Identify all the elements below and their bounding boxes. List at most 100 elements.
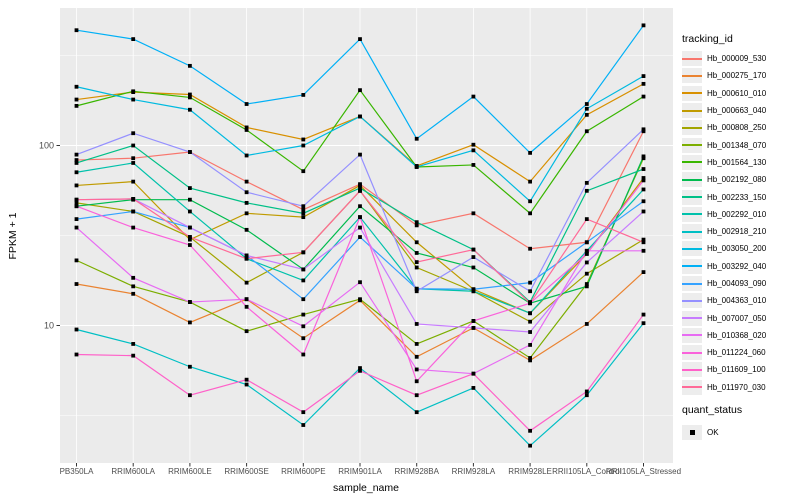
data-point	[358, 225, 362, 230]
data-point	[584, 188, 589, 193]
data-point	[641, 129, 646, 134]
data-point	[244, 382, 249, 387]
data-point	[414, 393, 419, 398]
legend-entry-Hb_000275_170: Hb_000275_170	[682, 67, 800, 84]
data-point	[244, 329, 249, 334]
data-point	[358, 215, 362, 220]
data-point	[641, 321, 646, 326]
data-point	[188, 95, 192, 100]
legend-entry-label: Hb_001348_070	[707, 140, 767, 150]
x-tick-label: RRIM928LE	[508, 467, 552, 476]
data-point	[584, 284, 589, 289]
legend-key-line-icon	[682, 258, 702, 274]
data-point	[301, 278, 306, 283]
data-point	[301, 324, 306, 329]
legend-entry-Hb_001348_070: Hb_001348_070	[682, 136, 800, 153]
data-point	[244, 200, 249, 205]
data-point	[641, 187, 646, 192]
data-point	[414, 223, 419, 228]
legend-entry-label: Hb_000808_250	[707, 123, 767, 133]
data-point	[301, 137, 306, 142]
data-point	[584, 106, 589, 111]
data-point	[414, 289, 419, 294]
y-tick-label: 10	[44, 321, 54, 331]
legend-key-line-icon	[682, 154, 702, 170]
legend-entry-label: Hb_003050_200	[707, 244, 767, 254]
data-point	[358, 235, 362, 239]
legend-entry-Hb_010368_020: Hb_010368_020	[682, 327, 800, 344]
data-point	[188, 197, 192, 202]
data-point	[414, 286, 419, 291]
legend-title-quant-status: quant_status	[682, 404, 743, 416]
data-point	[471, 289, 476, 294]
data-point	[131, 156, 136, 161]
y-tick-label: 100	[39, 141, 54, 151]
data-point	[358, 204, 362, 209]
data-point	[584, 240, 589, 245]
legend-key-line-icon	[682, 379, 702, 395]
legend-entry-Hb_002292_010: Hb_002292_010	[682, 206, 800, 223]
legend-key-line-icon	[682, 327, 702, 343]
legend-key-line-icon	[682, 68, 702, 84]
data-point	[244, 253, 249, 258]
data-point	[414, 240, 419, 245]
data-point	[471, 265, 476, 270]
legend-entry-Hb_011970_030: Hb_011970_030	[682, 379, 800, 396]
data-point	[641, 127, 646, 132]
data-point	[584, 251, 589, 256]
data-point	[131, 131, 136, 136]
data-point	[74, 84, 79, 89]
data-point	[584, 129, 589, 134]
legend-entry-Hb_003292_040: Hb_003292_040	[682, 258, 800, 275]
data-point	[414, 260, 419, 265]
data-point	[131, 97, 136, 102]
data-point	[188, 107, 192, 112]
legend-entry-Hb_007007_050: Hb_007007_050	[682, 309, 800, 326]
data-point	[74, 197, 79, 202]
data-point	[641, 81, 646, 86]
x-tick-label: RRIM928BA	[394, 467, 439, 476]
data-point	[414, 165, 419, 169]
data-point	[131, 197, 136, 201]
data-point	[584, 112, 589, 117]
data-point	[188, 63, 192, 68]
data-point	[641, 248, 646, 253]
legend-key-line-icon	[682, 345, 702, 361]
data-point	[471, 386, 476, 390]
legend: tracking_id Hb_000009_530 Hb_000275_170 Hb…	[682, 0, 800, 500]
legend-entry-Hb_000610_010: Hb_000610_010	[682, 85, 800, 102]
x-axis-title: sample_name	[333, 482, 399, 494]
data-point	[584, 260, 589, 265]
data-point	[414, 251, 419, 255]
data-point	[414, 354, 419, 359]
data-point	[641, 94, 646, 99]
legend-entry-label: Hb_000663_040	[707, 106, 767, 116]
data-point	[414, 322, 419, 326]
legend-key-line-icon	[682, 172, 702, 188]
legend-entry-label: Hb_003292_040	[707, 261, 767, 271]
legend-entry-Hb_004093_090: Hb_004093_090	[682, 275, 800, 292]
data-point	[188, 150, 192, 154]
data-point	[471, 325, 476, 330]
data-point	[244, 377, 249, 382]
data-point	[641, 178, 646, 183]
data-point	[528, 246, 532, 251]
data-point	[301, 211, 306, 216]
data-point	[188, 243, 192, 247]
data-point	[471, 142, 476, 147]
legend-entry-quant-OK: OK	[682, 424, 800, 441]
legend-key-line-icon	[682, 276, 702, 291]
data-point	[188, 393, 192, 398]
data-point	[301, 297, 306, 302]
data-point	[131, 353, 136, 358]
x-tick-label: RRIM600LE	[168, 467, 212, 476]
data-point	[74, 28, 79, 33]
legend-entry-label: Hb_011224_060	[707, 348, 766, 358]
legend-key-line-icon	[682, 51, 702, 67]
legend-entry-Hb_000663_040: Hb_000663_040	[682, 102, 800, 119]
data-point	[471, 287, 476, 292]
x-tick-label: PB350LA	[60, 467, 94, 476]
data-point	[74, 183, 79, 188]
legend-entry-label: Hb_002192_080	[707, 175, 767, 185]
